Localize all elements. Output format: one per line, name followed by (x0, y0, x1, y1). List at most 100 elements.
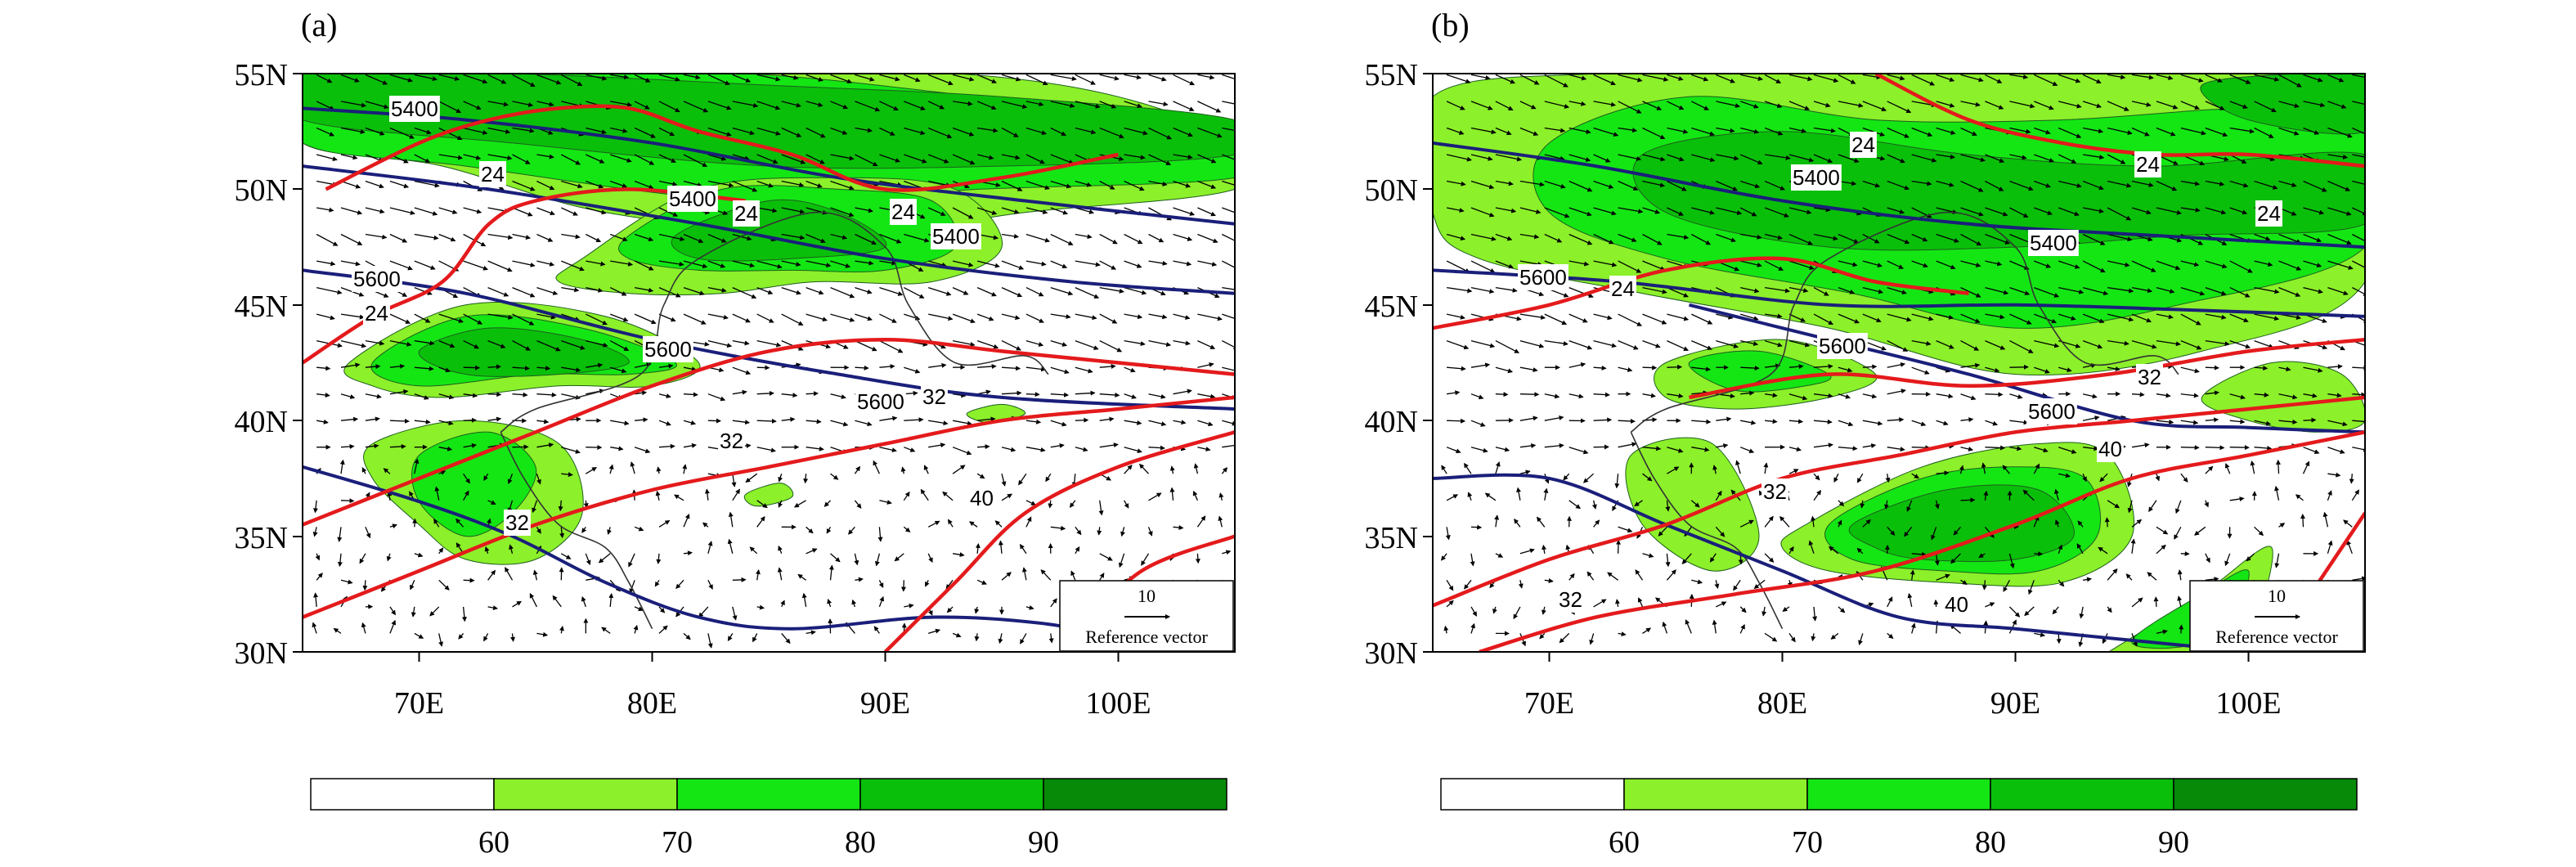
wind-vector (414, 207, 438, 216)
contour-label-bg (718, 428, 745, 454)
wind-vector (1025, 233, 1051, 243)
wind-vector (529, 593, 537, 608)
wind-vector (756, 313, 774, 323)
wind-vector (683, 632, 691, 640)
wind-vector (561, 207, 578, 216)
wind-vector (683, 420, 697, 425)
wind-vector (316, 260, 336, 267)
wind-vector (683, 74, 701, 80)
wind-vector (683, 392, 698, 398)
wind-vector (1050, 233, 1074, 245)
wind-vector (487, 233, 514, 240)
wind-vector (855, 577, 864, 582)
contour-label: 5600 (1519, 265, 1567, 290)
wind-vector (609, 287, 627, 296)
wind-vector (634, 313, 657, 325)
wind-vector (2009, 364, 2029, 370)
wind-vector (855, 154, 878, 167)
wind-vector (1118, 553, 1125, 568)
wind-vector (1050, 286, 1074, 296)
wind-vector (1050, 442, 1065, 448)
lon-tick-label: 70E (394, 686, 444, 721)
wind-vector (1148, 492, 1162, 501)
wind-vector (801, 592, 807, 608)
wind-vector (438, 101, 462, 114)
wind-vector (1001, 127, 1019, 137)
wind-vector (806, 419, 822, 425)
contour-label: 24 (891, 200, 915, 224)
wind-vector (1025, 180, 1050, 190)
wind-vector (1124, 313, 1143, 320)
wind-vector (1124, 465, 1133, 474)
wind-vector (484, 546, 490, 555)
wind-vector (414, 180, 440, 188)
wind-vector (512, 180, 536, 191)
wind-vector (752, 633, 758, 643)
wind-vector (414, 286, 433, 295)
wind-vector (998, 540, 1003, 554)
wind-vector (1148, 393, 1166, 399)
red-contour (883, 430, 1235, 652)
wind-vector (1173, 420, 1187, 425)
lon-tick-label: 100E (1085, 686, 1151, 721)
wind-vector (1001, 260, 1025, 270)
wind-vector (607, 527, 612, 535)
wind-vector (854, 465, 860, 474)
wind-vector (806, 446, 824, 451)
wind-vector (1001, 287, 1023, 298)
wind-vector (532, 500, 538, 514)
wind-vector (1025, 500, 1036, 505)
wind-vector (365, 127, 385, 136)
wind-vector (855, 207, 873, 213)
wind-vector (1099, 553, 1113, 561)
wind-vector (438, 633, 444, 647)
wind-vector (536, 419, 550, 425)
wind-vector (969, 521, 978, 528)
wind-vector (487, 127, 511, 134)
wind-vector (552, 595, 562, 608)
wind-vector (536, 207, 555, 216)
wind-vector (1124, 154, 1146, 160)
wind-vector (806, 260, 832, 268)
wind-vector (1075, 101, 1101, 109)
wind-vector (1075, 74, 1096, 85)
wind-vector (2205, 445, 2225, 451)
wind-vector (1025, 260, 1047, 267)
wind-vector (1173, 525, 1184, 530)
wind-vector (707, 233, 727, 243)
wind-vector (438, 393, 455, 400)
wind-vector (855, 340, 877, 352)
wind-vector (1148, 420, 1167, 427)
wind-vector (463, 340, 479, 349)
wind-vector (340, 362, 361, 368)
colorbar-swatch (1806, 778, 1991, 811)
wind-vector (683, 313, 707, 325)
wind-vector (1222, 366, 1235, 373)
wind-vector (1124, 180, 1145, 191)
wind-vector (1050, 525, 1066, 531)
wind-vector (586, 286, 604, 293)
wind-vector (879, 233, 902, 244)
wind-vector (658, 180, 678, 186)
wind-vector (558, 500, 563, 512)
wind-vector (707, 339, 733, 348)
contour-label: 5600 (857, 389, 904, 414)
wind-vector (634, 127, 656, 138)
contour-label: 40 (2098, 437, 2122, 461)
longitude-ticks: 70E 80E 90E 100E (1524, 652, 2282, 721)
wind-vector (1173, 154, 1193, 159)
wind-vector (855, 74, 875, 82)
wind-vector (1025, 313, 1044, 323)
contour-label: 40 (1945, 592, 1968, 617)
wind-vector (609, 154, 632, 163)
wind-vector (1099, 313, 1118, 324)
reference-vector-magnitude: 10 (2268, 586, 2286, 606)
wind-vector (608, 464, 614, 474)
wind-vector (756, 604, 765, 610)
border-line (500, 211, 1049, 433)
colorbar-label: 70 (662, 825, 693, 860)
geopotential-contour (303, 268, 1235, 411)
wind-vector (414, 419, 431, 425)
wind-vector (438, 313, 464, 323)
wind-vector (1045, 473, 1052, 483)
